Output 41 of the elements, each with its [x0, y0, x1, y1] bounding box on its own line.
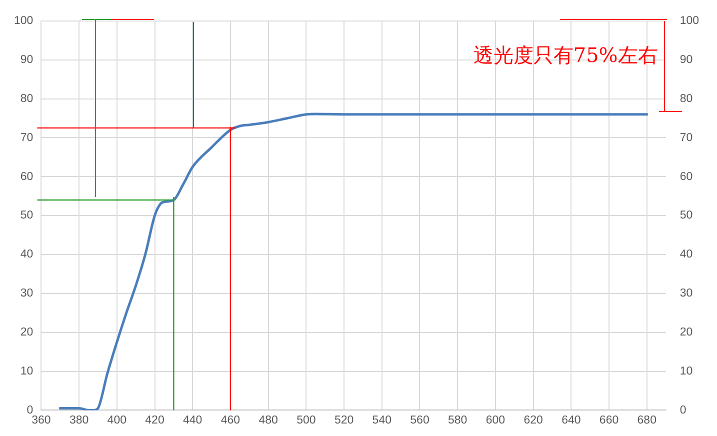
y-tick-label: 0 [26, 404, 34, 416]
annotation: 透光度只有75%左右 [473, 43, 658, 68]
y2-tick-label: 90 [680, 54, 693, 66]
y2-tick-label: 60 [680, 170, 693, 183]
y-tick-label: 10 [20, 365, 34, 378]
x-tick-label: 680 [637, 414, 656, 426]
y-tick-label: 30 [20, 288, 34, 300]
x-tick-label: 560 [410, 414, 430, 426]
x-tick-label: 380 [69, 414, 89, 426]
y2-tick-label: 10 [680, 365, 693, 378]
y-tick-label: 90 [20, 54, 34, 66]
y2-tick-label: 0 [680, 404, 686, 416]
x-tick-label: 400 [107, 414, 126, 426]
x-tick-label: 580 [448, 414, 468, 426]
y-tick-label: 70 [20, 132, 34, 144]
y-tick-label: 100 [14, 15, 34, 28]
y2-tick-label: 70 [680, 132, 693, 144]
y-tick-label: 50 [20, 210, 34, 222]
y2-tick-label: 80 [680, 92, 693, 105]
y-tick-label: 20 [20, 326, 34, 339]
y2-tick-label: 20 [680, 326, 693, 339]
x-tick-label: 620 [524, 414, 543, 426]
x-tick-label: 420 [145, 414, 164, 426]
x-tick-label: 640 [562, 414, 581, 426]
y2-tick-label: 30 [680, 288, 693, 300]
x-tick-label: 360 [32, 414, 51, 426]
y2-tick-label: 40 [680, 248, 693, 261]
x-tick-label: 460 [220, 414, 240, 426]
x-tick-label: 440 [183, 414, 202, 426]
y-tick-label: 80 [20, 92, 34, 105]
line-series [58, 112, 648, 410]
x-tick-label: 480 [258, 414, 278, 426]
x-tick-label: 520 [334, 414, 354, 426]
y-tick-label: 60 [20, 170, 34, 183]
x-tick-label: 660 [599, 414, 619, 426]
x-tick-label: 540 [372, 414, 392, 426]
y2-tick-label: 100 [680, 15, 699, 28]
x-tick-label: 500 [296, 414, 316, 426]
x-tick-label: 600 [486, 414, 506, 426]
y2-tick-label: 50 [680, 210, 693, 222]
y-tick-label: 40 [20, 248, 34, 261]
